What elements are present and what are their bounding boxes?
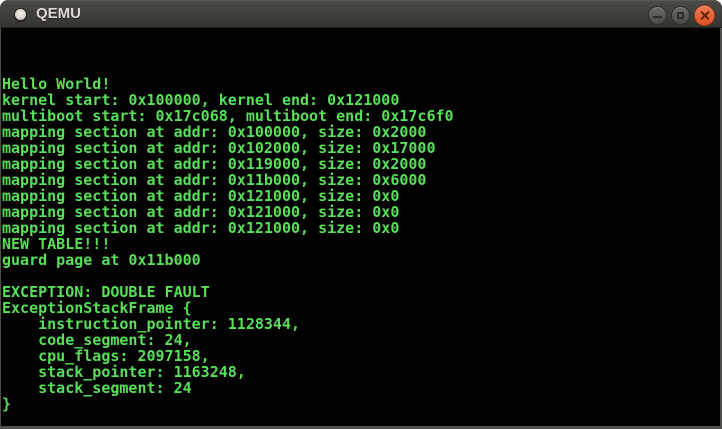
- terminal-line: stack_pointer: 1163248,: [2, 363, 246, 381]
- terminal-line: mapping section at addr: 0x100000, size:…: [2, 123, 427, 141]
- terminal-line: mapping section at addr: 0x102000, size:…: [2, 139, 436, 157]
- terminal-line: }: [2, 395, 12, 413]
- terminal-screen[interactable]: Hello World! kernel start: 0x100000, kern…: [1, 28, 720, 426]
- terminal-line: EXCEPTION: DOUBLE FAULT: [2, 283, 210, 301]
- terminal-line: cpu_flags: 2097158,: [2, 347, 210, 365]
- terminal-line: [2, 60, 720, 76]
- terminal-line: mapping section at addr: 0x11b000, size:…: [2, 171, 427, 189]
- terminal-line: instruction_pointer: 1128344,: [2, 315, 301, 333]
- close-button[interactable]: [694, 5, 715, 26]
- window-title: QEMU: [36, 5, 81, 22]
- window-edge-left: [0, 28, 1, 429]
- terminal-line: [2, 28, 720, 44]
- window-edge-bottom: [0, 426, 722, 429]
- terminal-line: guard page at 0x11b000: [2, 251, 201, 269]
- titlebar[interactable]: QEMU: [0, 0, 722, 28]
- terminal-line: mapping section at addr: 0x121000, size:…: [2, 203, 400, 221]
- terminal-line: Hello World!: [2, 75, 111, 93]
- terminal-line: [2, 412, 720, 426]
- terminal-line: multiboot start: 0x17c068, multiboot end…: [2, 107, 454, 125]
- terminal-line: mapping section at addr: 0x121000, size:…: [2, 219, 400, 237]
- terminal-line: mapping section at addr: 0x121000, size:…: [2, 187, 400, 205]
- terminal-line: mapping section at addr: 0x119000, size:…: [2, 155, 427, 173]
- terminal-line: stack_segment: 24: [2, 379, 192, 397]
- terminal-line: code_segment: 24,: [2, 331, 192, 349]
- maximize-icon: [677, 12, 684, 19]
- terminal-line: ExceptionStackFrame {: [2, 299, 192, 317]
- terminal-line: NEW TABLE!!!: [2, 235, 111, 253]
- window-icon: [14, 8, 27, 21]
- close-icon: [699, 10, 710, 21]
- terminal-line: [2, 268, 720, 284]
- minimize-icon: [653, 16, 662, 18]
- terminal-line: [2, 44, 720, 60]
- minimize-button[interactable]: [648, 6, 667, 25]
- window-edge-right: [720, 28, 722, 429]
- window-controls: [648, 5, 715, 26]
- terminal-line: kernel start: 0x100000, kernel end: 0x12…: [2, 91, 400, 109]
- maximize-button[interactable]: [671, 6, 690, 25]
